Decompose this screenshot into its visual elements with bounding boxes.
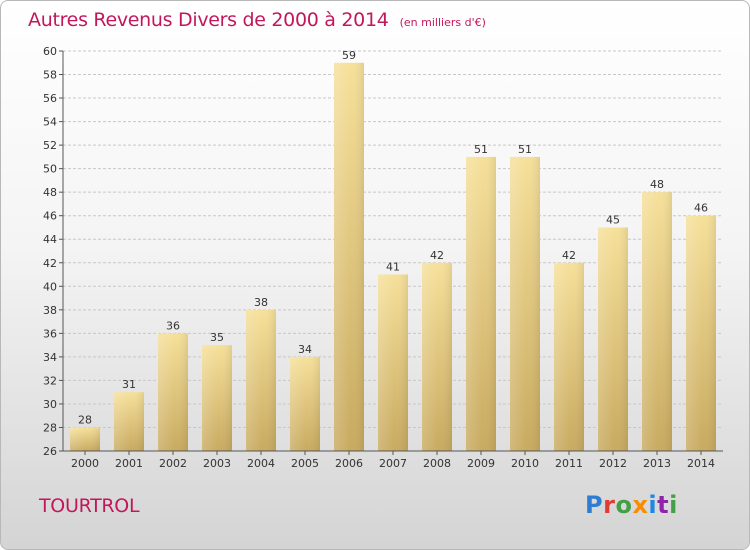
value-label: 51 bbox=[474, 143, 488, 156]
x-tick-label: 2013 bbox=[643, 457, 671, 470]
bar-shade bbox=[246, 309, 276, 451]
logo-letter: t bbox=[657, 491, 670, 519]
chart-title: Autres Revenus Divers de 2000 à 2014 bbox=[28, 9, 389, 31]
value-label: 35 bbox=[210, 331, 224, 344]
bar-shade bbox=[70, 427, 100, 451]
x-tick-label: 2008 bbox=[423, 457, 451, 470]
bar-shade bbox=[510, 156, 540, 451]
y-tick-label: 38 bbox=[43, 304, 57, 317]
value-label: 42 bbox=[562, 249, 576, 262]
bar-shade bbox=[202, 345, 232, 451]
value-label: 28 bbox=[78, 413, 92, 426]
logo-letter: o bbox=[615, 491, 633, 519]
logo-letter: P bbox=[585, 491, 604, 519]
x-tick-label: 2001 bbox=[115, 457, 143, 470]
value-label: 34 bbox=[298, 343, 312, 356]
bar-shade bbox=[598, 227, 628, 451]
bar-shade bbox=[158, 333, 188, 451]
y-tick-label: 42 bbox=[43, 257, 57, 270]
value-label: 31 bbox=[122, 378, 136, 391]
y-tick-label: 50 bbox=[43, 163, 57, 176]
x-tick-label: 2004 bbox=[247, 457, 275, 470]
x-tick-label: 2002 bbox=[159, 457, 187, 470]
place-name: TOURTROL bbox=[39, 495, 140, 517]
x-tick-label: 2003 bbox=[203, 457, 231, 470]
x-tick-label: 2006 bbox=[335, 457, 363, 470]
y-tick-label: 34 bbox=[43, 351, 57, 364]
bar-shade bbox=[114, 392, 144, 451]
logo-letter: i bbox=[669, 491, 678, 519]
logo-letter: r bbox=[603, 491, 616, 519]
y-tick-label: 44 bbox=[43, 233, 57, 246]
x-tick-label: 2011 bbox=[555, 457, 583, 470]
y-tick-label: 26 bbox=[43, 445, 57, 458]
value-label: 42 bbox=[430, 249, 444, 262]
value-label: 46 bbox=[694, 202, 708, 215]
value-label: 38 bbox=[254, 296, 268, 309]
value-label: 59 bbox=[342, 49, 356, 62]
y-tick-label: 52 bbox=[43, 139, 57, 152]
x-tick-label: 2014 bbox=[687, 457, 715, 470]
x-tick-label: 2007 bbox=[379, 457, 407, 470]
x-tick-label: 2005 bbox=[291, 457, 319, 470]
bar-shade bbox=[378, 274, 408, 451]
x-tick-label: 2009 bbox=[467, 457, 495, 470]
y-tick-label: 32 bbox=[43, 374, 57, 387]
bar-shade bbox=[466, 156, 496, 451]
axis-layer: 26 28 30 32 34 36 38 40 42 44 46 48 50 52 54 56 58 60 2000… bbox=[43, 45, 723, 470]
bar-layer: 28 31 36 35 38 34 59 41 42 51 51 42 45 48 46 bbox=[70, 49, 716, 452]
y-tick-label: 28 bbox=[43, 421, 57, 434]
x-tick-label: 2000 bbox=[71, 457, 99, 470]
value-label: 51 bbox=[518, 143, 532, 156]
y-tick-label: 36 bbox=[43, 327, 57, 340]
y-tick-label: 48 bbox=[43, 186, 57, 199]
value-label: 41 bbox=[386, 261, 400, 274]
value-label: 45 bbox=[606, 213, 620, 226]
y-tick-label: 60 bbox=[43, 45, 57, 58]
logo-letter: i bbox=[648, 491, 658, 519]
bar-shade bbox=[554, 262, 584, 451]
y-tick-label: 54 bbox=[43, 116, 57, 129]
y-tick-label: 46 bbox=[43, 210, 57, 223]
proxiti-logo[interactable]: Proxiti bbox=[585, 491, 678, 519]
y-tick-label: 30 bbox=[43, 398, 57, 411]
bar-shade bbox=[642, 192, 672, 452]
y-tick-label: 58 bbox=[43, 69, 57, 82]
bar-shade bbox=[686, 215, 716, 451]
x-tick-label: 2012 bbox=[599, 457, 627, 470]
bar-shade bbox=[422, 262, 452, 451]
title-row: Autres Revenus Divers de 2000 à 2014 (en… bbox=[28, 9, 486, 31]
logo-letter: x bbox=[632, 491, 649, 519]
x-tick-label: 2010 bbox=[511, 457, 539, 470]
y-tick-label: 40 bbox=[43, 280, 57, 293]
value-label: 48 bbox=[650, 178, 664, 191]
chart-subtitle: (en milliers d'€) bbox=[399, 16, 486, 29]
value-label: 36 bbox=[166, 319, 180, 332]
bar-shade bbox=[290, 356, 320, 451]
bar-shade bbox=[334, 62, 364, 451]
y-tick-label: 56 bbox=[43, 92, 57, 105]
